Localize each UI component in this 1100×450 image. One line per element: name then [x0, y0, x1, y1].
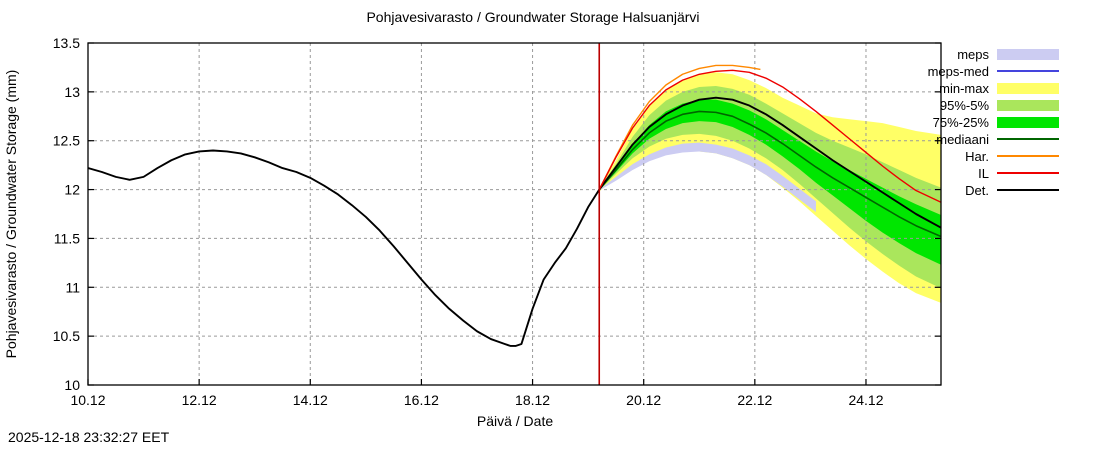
plot-lines	[88, 43, 941, 385]
y-tick-label: 12.5	[53, 133, 80, 149]
x-tick-label: 20.12	[626, 392, 661, 408]
plot-grid	[88, 43, 941, 385]
legend-label-mediaani: mediaani	[936, 132, 989, 147]
plot-frame	[87, 42, 942, 386]
x-tick-label: 10.12	[70, 392, 105, 408]
legend-label-det: Det.	[965, 183, 989, 198]
y-tick-label: 11	[65, 279, 80, 295]
legend-label-har: Har.	[965, 149, 989, 164]
y-tick-label: 10.5	[53, 328, 80, 344]
legend-swatch-band	[997, 100, 1059, 111]
legend-label-meps-med: meps-med	[928, 64, 989, 79]
band-meps	[599, 142, 816, 213]
x-tick-label: 22.12	[737, 392, 772, 408]
y-tick-label: 11.5	[54, 230, 80, 246]
legend-swatch-band	[997, 49, 1059, 60]
render-timestamp: 2025-12-18 23:32:27 EET	[8, 429, 170, 445]
series-det_fc	[598, 96, 941, 229]
y-tick-label: 13	[64, 84, 80, 100]
y-tick-label: 13.5	[53, 35, 80, 51]
x-tick-label: 16.12	[404, 392, 439, 408]
x-tick-label: 18.12	[515, 392, 550, 408]
y-tick-label: 10	[64, 377, 80, 393]
x-tick-label: 12.12	[182, 392, 217, 408]
plot-bands	[599, 72, 941, 303]
band-75-25	[599, 99, 941, 265]
x-axis-label: Päivä / Date	[477, 413, 553, 429]
legend-swatch-band	[997, 83, 1059, 94]
legend-label-75-25: 75%-25%	[933, 115, 990, 130]
series-il	[598, 69, 941, 203]
legend-label-95-5: 95%-5%	[940, 98, 990, 113]
series-har	[598, 64, 761, 190]
legend: meps meps-med min-max 95%-5% 75%-25% mediaani…	[928, 47, 1059, 198]
y-axis-label: Pohjavesivarasto / Groundwater Storage (…	[3, 70, 19, 359]
legend-label-meps: meps	[957, 47, 989, 62]
x-tick-label: 24.12	[848, 392, 883, 408]
x-tick-label: 14.12	[293, 392, 328, 408]
legend-label-il: IL	[978, 166, 989, 181]
axis-ticks: 10 10.5 11 11.5 12 12.5 13 13.5 10.12 12.12 14.12 1…	[53, 35, 941, 408]
y-tick-label: 12	[64, 182, 80, 198]
series-det_obs	[88, 149, 601, 347]
series-mediaani	[598, 110, 941, 238]
chart-title: Pohjavesivarasto / Groundwater Storage H…	[366, 9, 699, 25]
legend-swatch-band	[997, 117, 1059, 128]
legend-label-min-max: min-max	[939, 81, 989, 96]
plot-frame-rect	[87, 42, 942, 386]
